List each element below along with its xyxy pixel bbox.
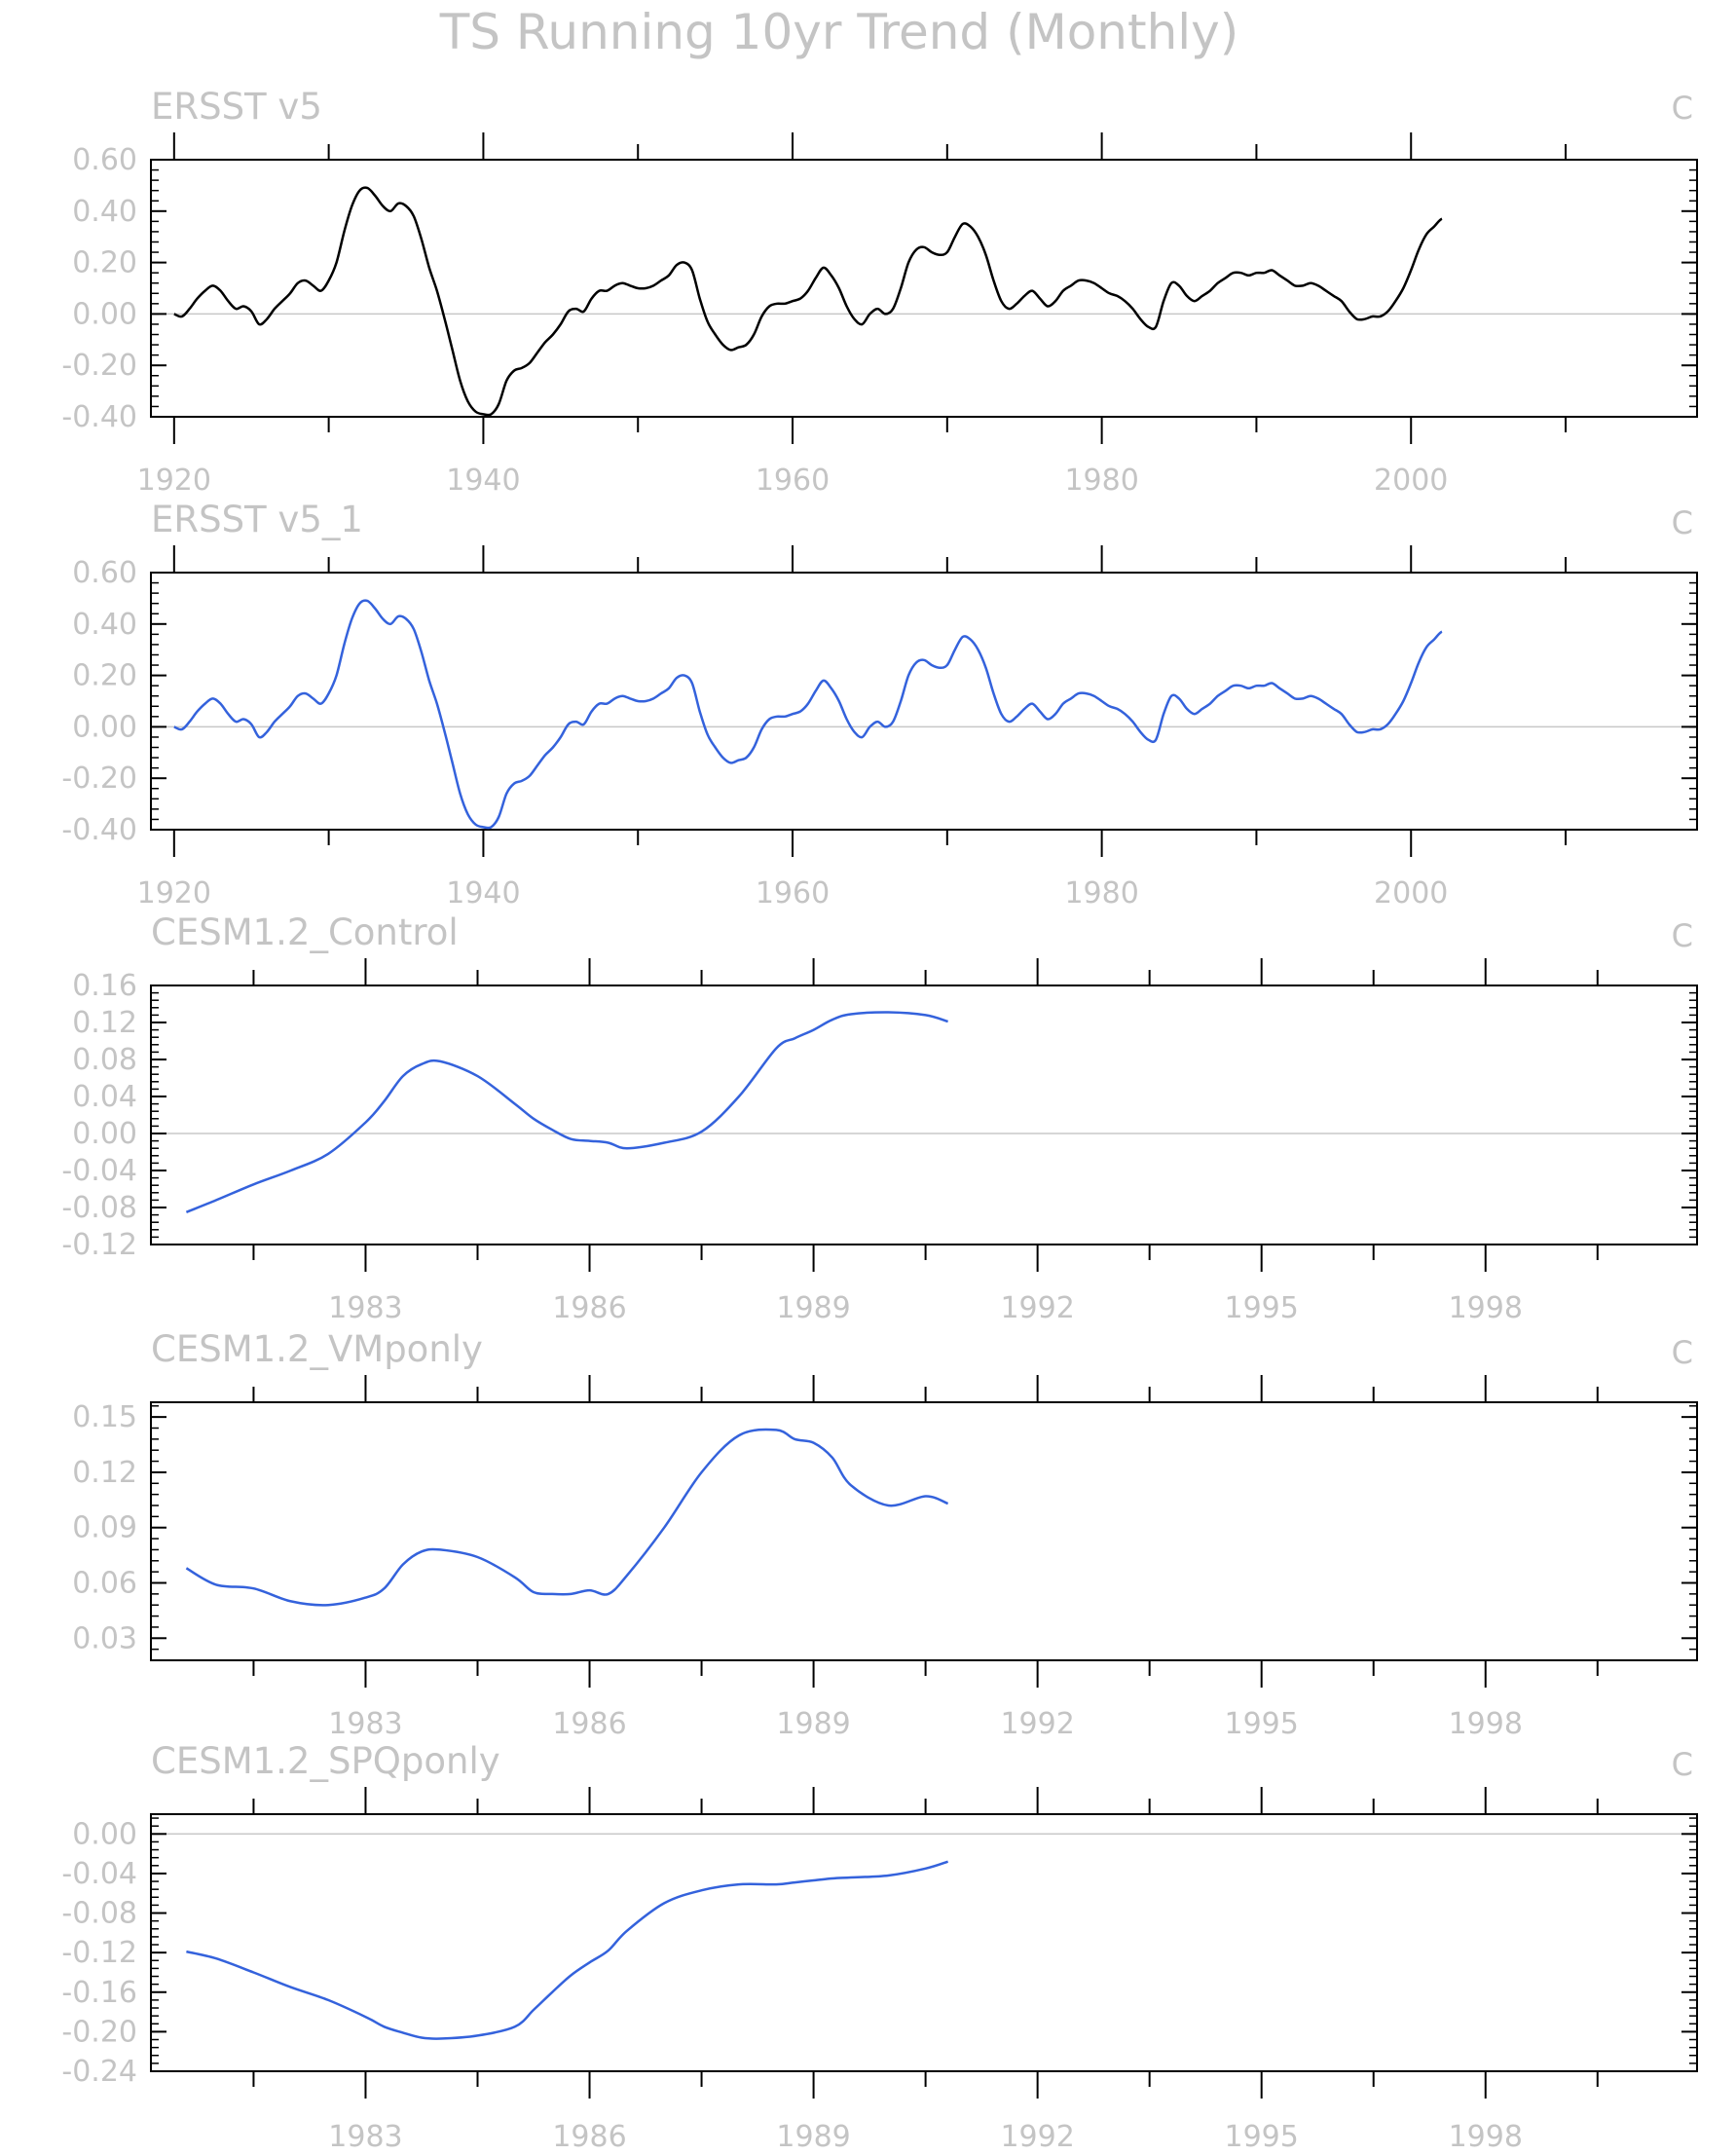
- x-tick-label: 2000: [1374, 464, 1448, 498]
- x-tick-label: 1992: [1000, 2120, 1074, 2154]
- y-tick-label: -0.40: [61, 813, 137, 847]
- x-tick-label: 1960: [756, 876, 830, 910]
- units-label: C: [1672, 504, 1693, 541]
- panel-3: CESM1.2_Control C-0.12-0.08-0.040.000.040…: [61, 911, 1698, 1325]
- x-tick-label: 1995: [1225, 1291, 1299, 1325]
- y-tick-label: -0.20: [61, 2015, 137, 2049]
- panel-title: CESM1.2_Control: [151, 911, 459, 953]
- plot-frame: [150, 1401, 1698, 1661]
- y-tick-label: 0.00: [72, 710, 137, 744]
- series-line: [185, 1011, 948, 1213]
- y-tick-label: -0.12: [61, 1936, 137, 1970]
- x-tick-label: 1989: [776, 1707, 850, 1741]
- series-line: [185, 1428, 949, 1607]
- panel-5: CESM1.2_SPQponly C -0.24 -0.20 -0.16 -0.12 -0.…: [61, 1740, 1698, 2154]
- x-tick-label: 1980: [1064, 464, 1138, 498]
- y-tick-label: -0.08: [61, 1897, 137, 1931]
- x-tick-label: 1920: [137, 876, 211, 910]
- panel-title: ERSST v5_1: [151, 499, 363, 540]
- x-tick-label: 1995: [1225, 2120, 1299, 2154]
- y-tick-label: 0.06: [72, 1567, 137, 1601]
- x-tick-label: 1992: [1000, 1707, 1074, 1741]
- panel-4: CESM1.2_VMponly C 0.03 0.06 0.09 0.12 0.15 1983…: [72, 1328, 1698, 1741]
- x-tick-label: 1983: [328, 1707, 402, 1741]
- x-tick-label: 1940: [446, 876, 520, 910]
- y-tick-label: -0.20: [61, 762, 137, 796]
- series-line: [173, 599, 1443, 830]
- y-tick-label: 0.60: [72, 143, 137, 177]
- y-tick-label: 0.03: [72, 1621, 137, 1655]
- units-label: C: [1672, 1334, 1693, 1371]
- y-tick-label: 0.00: [72, 1117, 137, 1151]
- panels: ERSST v5 C -0.40 -0.20 0.00 0.20 0.40 0.60 1920 1…: [61, 86, 1698, 2154]
- x-tick-label: 1983: [328, 2120, 402, 2154]
- plot-frame: [150, 985, 1698, 1245]
- x-tick-label: 1998: [1449, 2120, 1523, 2154]
- y-tick-label: -0.16: [61, 1976, 137, 2010]
- plot-frame: [150, 159, 1698, 418]
- y-tick-label: 0.04: [72, 1080, 137, 1114]
- y-tick-label: 0.60: [72, 556, 137, 590]
- y-tick-label: -0.20: [61, 349, 137, 383]
- y-tick-label: 0.20: [72, 659, 137, 693]
- y-tick-label: 0.09: [72, 1511, 137, 1545]
- x-tick-label: 1986: [552, 1707, 626, 1741]
- x-tick-label: 1989: [776, 2120, 850, 2154]
- units-label: C: [1672, 1746, 1693, 1783]
- x-tick-label: 1940: [446, 464, 520, 498]
- x-tick-label: 1995: [1225, 1707, 1299, 1741]
- x-tick-label: 1998: [1449, 1291, 1523, 1325]
- y-tick-label: -0.04: [61, 1154, 137, 1188]
- series-line: [173, 186, 1443, 417]
- x-tick-label: 1983: [328, 1291, 402, 1325]
- y-tick-label: -0.04: [61, 1857, 137, 1891]
- y-tick-label: 0.15: [72, 1400, 137, 1434]
- plot-frame: [150, 572, 1698, 831]
- x-tick-label: 2000: [1374, 876, 1448, 910]
- panel-2: ERSST v5_1 C -0.40 -0.20 0.00 0.20 0.40 0.60 192…: [61, 499, 1698, 910]
- x-tick-label: 1986: [552, 2120, 626, 2154]
- y-tick-label: -0.24: [61, 2055, 137, 2089]
- y-tick-label: 0.08: [72, 1043, 137, 1077]
- x-tick-label: 1920: [137, 464, 211, 498]
- y-tick-label: 0.40: [72, 195, 137, 229]
- units-label: C: [1672, 90, 1693, 127]
- units-label: C: [1672, 917, 1693, 954]
- y-tick-label: 0.40: [72, 608, 137, 642]
- x-tick-label: 1998: [1449, 1707, 1523, 1741]
- x-tick-label: 1989: [776, 1291, 850, 1325]
- figure-title: TS Running 10yr Trend (Monthly): [439, 4, 1239, 60]
- y-tick-label: 0.12: [72, 1456, 137, 1490]
- panel-title: ERSST v5: [151, 86, 322, 128]
- panel-title: CESM1.2_SPQponly: [151, 1740, 500, 1782]
- y-tick-label: 0.00: [72, 1817, 137, 1851]
- plot-frame: [150, 1813, 1698, 2072]
- y-tick-label: 0.16: [72, 969, 137, 1003]
- x-tick-label: 1986: [552, 1291, 626, 1325]
- y-tick-label: -0.12: [61, 1228, 137, 1262]
- y-tick-label: -0.40: [61, 400, 137, 434]
- panel-title: CESM1.2_VMponly: [151, 1328, 483, 1370]
- x-tick-label: 1980: [1064, 876, 1138, 910]
- panel-1: ERSST v5 C -0.40 -0.20 0.00 0.20 0.40 0.60 1920 1…: [61, 86, 1698, 498]
- x-tick-label: 1992: [1000, 1291, 1074, 1325]
- y-tick-label: 0.00: [72, 297, 137, 331]
- x-tick-label: 1960: [756, 464, 830, 498]
- y-tick-label: -0.08: [61, 1191, 137, 1225]
- y-tick-label: 0.20: [72, 246, 137, 280]
- series-line: [186, 1860, 948, 2040]
- y-tick-label: 0.12: [72, 1006, 137, 1040]
